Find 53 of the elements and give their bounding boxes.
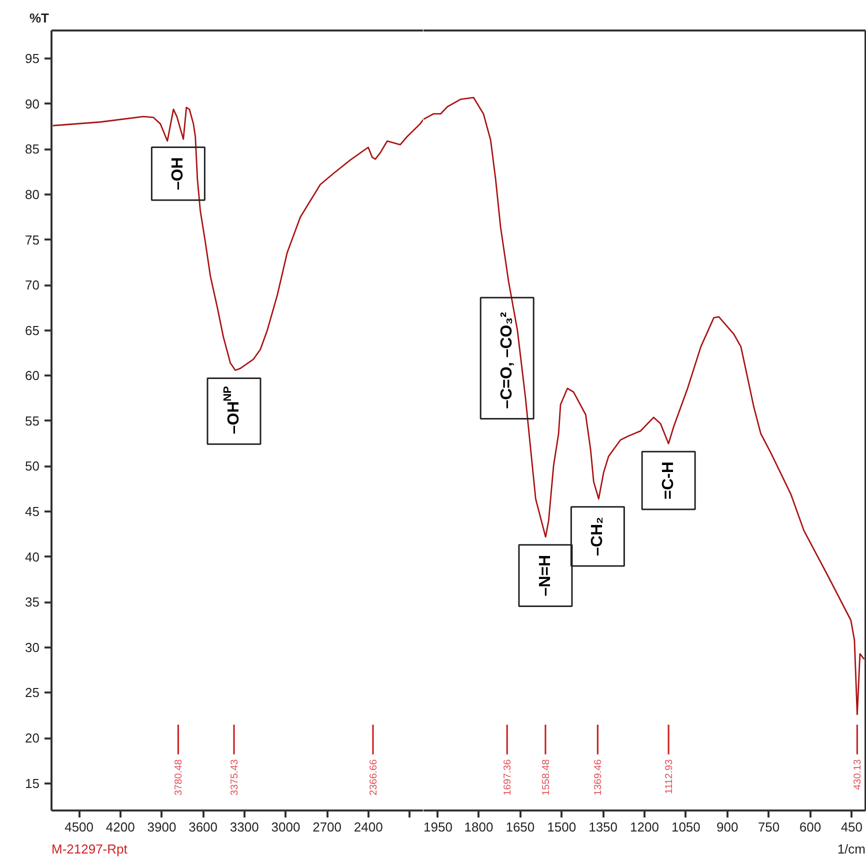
- y-tick-label: 90: [25, 96, 40, 112]
- annotation: –CH₂: [589, 516, 606, 556]
- y-tick-label: 55: [25, 413, 40, 428]
- ref-line-label: 1369.46: [593, 758, 604, 796]
- y-tick-label: 35: [25, 594, 40, 610]
- text: M-21297-Rpt: [52, 842, 128, 856]
- x-tick-label: 4200: [106, 820, 135, 834]
- y-tick-label: 20: [25, 730, 40, 746]
- annotation: –N=H: [536, 554, 554, 596]
- y-tick-label: 30: [25, 640, 40, 655]
- x-tick-label: 1200: [630, 820, 659, 834]
- y-tick-label: 40: [25, 549, 40, 564]
- x-tick-label: 3300: [230, 820, 259, 834]
- y-axis-title: %T: [30, 10, 50, 26]
- ref-line-label: 1697.36: [502, 758, 514, 796]
- annotation: =C-H: [660, 462, 678, 500]
- y-tick-label: 50: [25, 458, 40, 474]
- x-tick-label: 1350: [588, 820, 618, 834]
- x-tick-label: 1800: [464, 820, 494, 834]
- x-tick-label: 1500: [547, 820, 576, 834]
- ref-line-label: 1112.93: [664, 758, 676, 794]
- ref-line-label: 2366.66: [368, 758, 380, 796]
- x-tick-label: 2400: [354, 820, 383, 834]
- x-tick-label: 3000: [271, 820, 300, 834]
- y-tick-label: 70: [25, 278, 40, 293]
- ref-line-label: 3375.43: [229, 758, 240, 796]
- x-tick-label: 1050: [671, 820, 700, 834]
- ref-line-label: 1558.48: [540, 758, 552, 796]
- y-tick-label: 95: [25, 51, 40, 66]
- x-tick-label: 1650: [506, 820, 535, 834]
- annotation: –OH: [170, 157, 187, 190]
- x-axis-title: 1/cm: [837, 842, 866, 856]
- x-tick-label: 3900: [147, 820, 176, 834]
- x-tick-label: 450: [840, 820, 863, 834]
- x-tick-label: 4500: [64, 820, 94, 834]
- y-tick-label: 75: [25, 232, 40, 248]
- x-tick-label: 1950: [424, 820, 452, 834]
- x-tick-label: 600: [799, 820, 822, 834]
- x-tick-label: 2700: [312, 820, 342, 834]
- y-tick-label: 80: [25, 186, 40, 202]
- x-tick-label: 750: [758, 820, 780, 834]
- annotation: –C=O, –CO₃²: [498, 312, 516, 409]
- y-tick-label: 15: [25, 776, 40, 791]
- y-tick-label: 85: [25, 142, 40, 157]
- annotation: –OHNP: [222, 386, 242, 434]
- y-tick-label: 65: [25, 322, 40, 338]
- y-tick-label: 25: [25, 685, 40, 700]
- ref-line-label: 3780.48: [174, 758, 185, 796]
- ref-line-label: 430.13: [852, 758, 864, 790]
- x-tick-label: 3600: [188, 820, 218, 834]
- x-tick-label: 900: [716, 820, 738, 834]
- y-tick-label: 60: [25, 368, 40, 384]
- y-tick-label: 45: [25, 504, 40, 520]
